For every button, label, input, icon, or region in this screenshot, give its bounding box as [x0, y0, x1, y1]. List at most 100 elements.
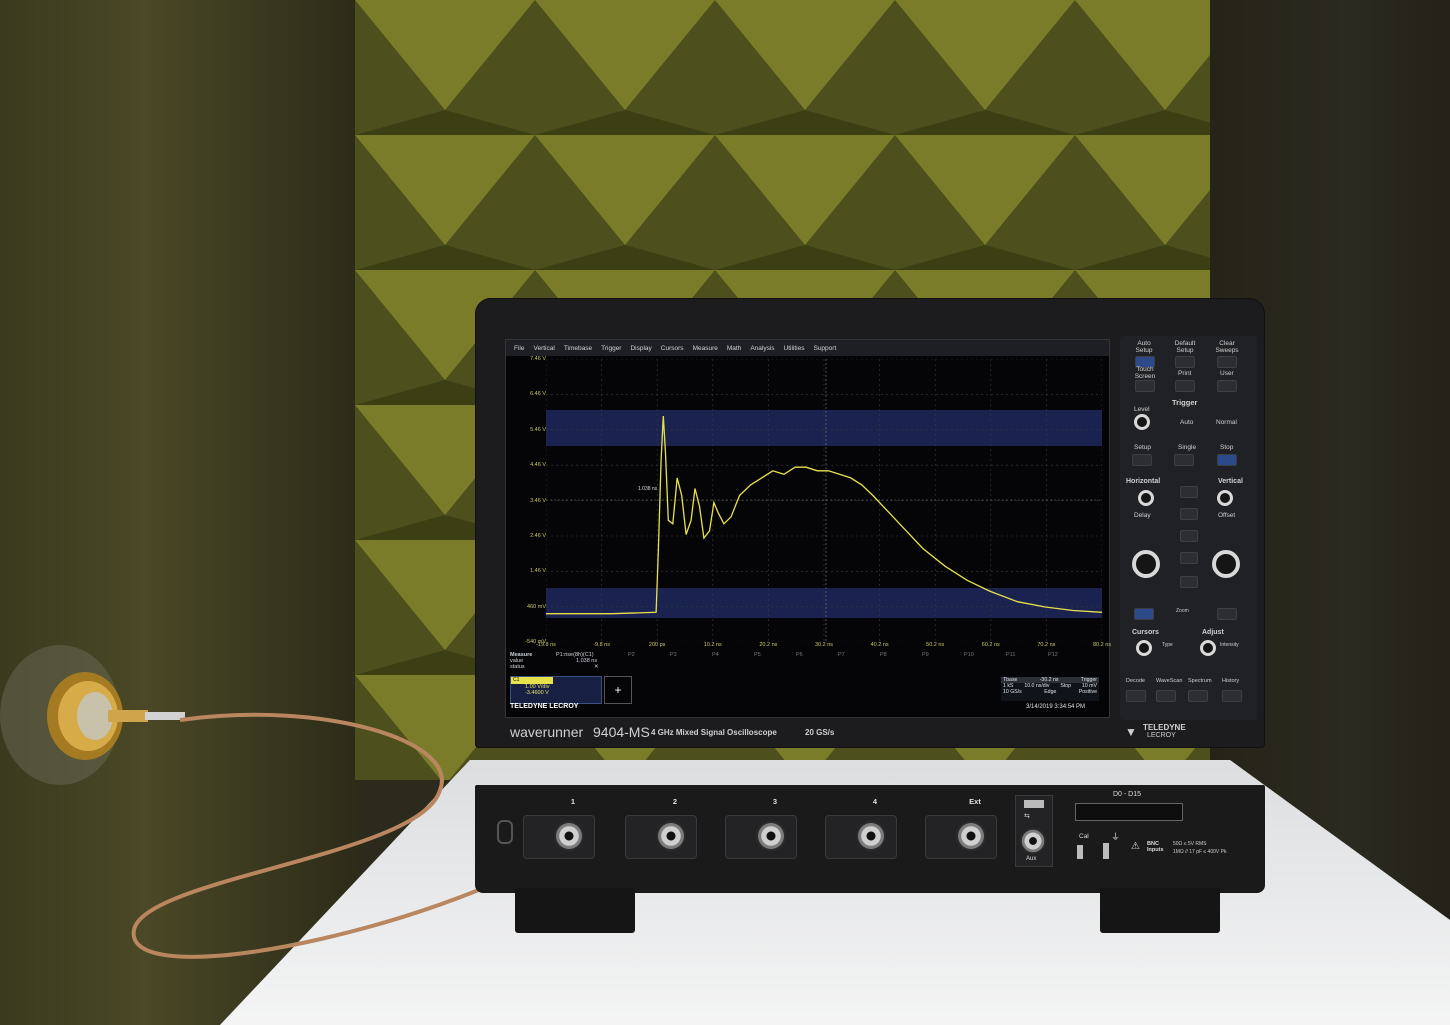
digital-port[interactable] [1075, 803, 1183, 821]
param-slot[interactable]: P2 [628, 652, 635, 658]
history-button[interactable] [1222, 690, 1242, 702]
x-tick-label: 40.2 ns [870, 642, 889, 648]
cal-terminal[interactable] [1077, 845, 1083, 859]
default-setup-label: Default Setup [1174, 340, 1196, 354]
usb-port[interactable] [1024, 800, 1044, 808]
param-slot[interactable]: P10 [964, 652, 974, 658]
channel-1-vdiv: 1.00 V/div [525, 684, 550, 690]
input-bnc-1[interactable] [523, 815, 595, 859]
param-slot[interactable]: P8 [880, 652, 887, 658]
channel-3-button[interactable] [1180, 530, 1198, 542]
horizontal-title: Horizontal [1126, 478, 1161, 485]
param-slot[interactable]: P4 [712, 652, 719, 658]
digital-button[interactable] [1180, 576, 1198, 588]
y-tick-label: 2.46 V [530, 533, 546, 539]
timebase-knob[interactable] [1132, 550, 1160, 578]
input-bnc-ext[interactable] [925, 815, 997, 859]
oscilloscope-screen[interactable]: File Vertical Timebase Trigger Display Cursor… [505, 339, 1111, 718]
menu-item-display[interactable]: Display [630, 344, 652, 352]
oscilloscope: File Vertical Timebase Trigger Display Cursor… [475, 298, 1265, 933]
trigger-single-button[interactable] [1174, 454, 1194, 466]
power-button[interactable] [497, 820, 513, 844]
default-setup-button[interactable] [1175, 356, 1195, 368]
menu-item-analysis[interactable]: Analysis [750, 344, 775, 352]
param-slot[interactable]: P12 [1048, 652, 1058, 658]
channel-1-button[interactable] [1180, 486, 1198, 498]
input-bnc-2[interactable] [625, 815, 697, 859]
trigger-level-knob[interactable] [1134, 414, 1150, 430]
menu-item-measure[interactable]: Measure [692, 344, 718, 352]
bnc-connector-icon [856, 821, 886, 851]
menu-item-file[interactable]: File [514, 344, 525, 352]
math-button[interactable] [1134, 608, 1154, 620]
measure-table[interactable]: Measure value status P1:rise(8h)(C1) 1.0… [510, 652, 1100, 686]
channel-4-button[interactable] [1180, 552, 1198, 564]
adjust-knob[interactable] [1200, 640, 1216, 656]
volts-div-knob[interactable] [1212, 550, 1240, 578]
x-tick-label: -19.8 ns [536, 642, 556, 648]
trigger-stop-label: Stop [1220, 444, 1234, 451]
timebase-trigger-descriptor[interactable]: Tbase -30.2 ns Trigger 1 kS 10.0 ns/div … [1001, 677, 1099, 701]
param-slot[interactable]: P6 [796, 652, 803, 658]
vertical-offset-knob[interactable] [1217, 490, 1233, 506]
memory-button[interactable] [1217, 608, 1237, 620]
menu-item-timebase[interactable]: Timebase [563, 344, 593, 352]
cursors-knob[interactable] [1136, 640, 1152, 656]
decode-button[interactable] [1126, 690, 1146, 702]
wavescan-button[interactable] [1156, 690, 1176, 702]
trigger-stop-button[interactable] [1217, 454, 1237, 466]
model-word: waverunner [510, 724, 584, 740]
touch-screen-label: Touch Screen [1134, 366, 1156, 380]
menu-item-cursors[interactable]: Cursors [660, 344, 684, 352]
clear-sweeps-button[interactable] [1217, 356, 1237, 368]
print-button[interactable] [1175, 380, 1195, 392]
input-bnc-3[interactable] [725, 815, 797, 859]
add-trace-button[interactable]: + [604, 676, 632, 704]
menu-item-support[interactable]: Support [813, 344, 837, 352]
trigger-slope: Positive [1078, 689, 1097, 695]
param-slot[interactable]: P5 [754, 652, 761, 658]
channel-1-offset: -3.4600 V [525, 690, 549, 696]
channel-2-button[interactable] [1180, 508, 1198, 520]
y-axis-labels: 7.46 V 6.46 V 5.46 V 4.46 V 3.46 V 2.46 V 1.46… [506, 340, 546, 650]
trigger-label: Trigger [1080, 677, 1097, 683]
measure-label: Measure [510, 652, 533, 658]
cursors-title: Cursors [1132, 629, 1159, 636]
menu-item-trigger[interactable]: Trigger [601, 344, 622, 352]
y-tick-label: 5.46 V [530, 426, 546, 433]
trigger-single-label: Single [1178, 444, 1197, 451]
aux-bnc[interactable] [1020, 828, 1046, 854]
param-slot[interactable]: P9 [922, 652, 929, 658]
input-bnc-4[interactable] [825, 815, 897, 859]
horizontal-delay-knob[interactable] [1138, 490, 1154, 506]
status-label: status [510, 664, 525, 670]
ground-terminal[interactable] [1103, 843, 1109, 859]
auto-setup-button[interactable] [1135, 356, 1155, 368]
wavescan-label: WaveScan [1156, 678, 1183, 684]
value-label: value [510, 658, 524, 664]
p1-label[interactable]: P1:rise(8h)(C1) [556, 652, 594, 658]
menu-item-vertical[interactable]: Vertical [533, 344, 555, 352]
cursor-type-label: Type [1162, 642, 1173, 648]
menu-item-math[interactable]: Math [726, 344, 742, 352]
menu-bar: File Vertical Timebase Trigger Display Cursor… [506, 340, 1109, 356]
param-slot[interactable]: P3 [670, 652, 677, 658]
aux-port-block: ⇆ Aux [1015, 795, 1053, 867]
antenna-fixture [0, 645, 185, 785]
user-label: User [1220, 370, 1234, 377]
screen-datetime: 3/14/2019 3:34:54 PM [1026, 704, 1086, 710]
user-button[interactable] [1217, 380, 1237, 392]
spectrum-button[interactable] [1188, 690, 1208, 702]
brand-badge-bottom: LECROY [1147, 732, 1176, 739]
param-slot[interactable]: P7 [838, 652, 845, 658]
touch-screen-button[interactable] [1135, 380, 1155, 392]
channel-1-trace [546, 415, 1102, 615]
y-tick-label: -540 mV [525, 639, 546, 646]
screen-brand: TELEDYNE LECROY [510, 703, 579, 710]
param-slot[interactable]: P11 [1006, 652, 1016, 658]
menu-item-utilities[interactable]: Utilities [783, 344, 805, 352]
trigger-setup-button[interactable] [1132, 454, 1152, 466]
channel-1-descriptor[interactable]: C1 1.00 V/div -3.4600 V [510, 676, 602, 704]
waveform-grid[interactable]: 1.038 ns [546, 359, 1102, 642]
